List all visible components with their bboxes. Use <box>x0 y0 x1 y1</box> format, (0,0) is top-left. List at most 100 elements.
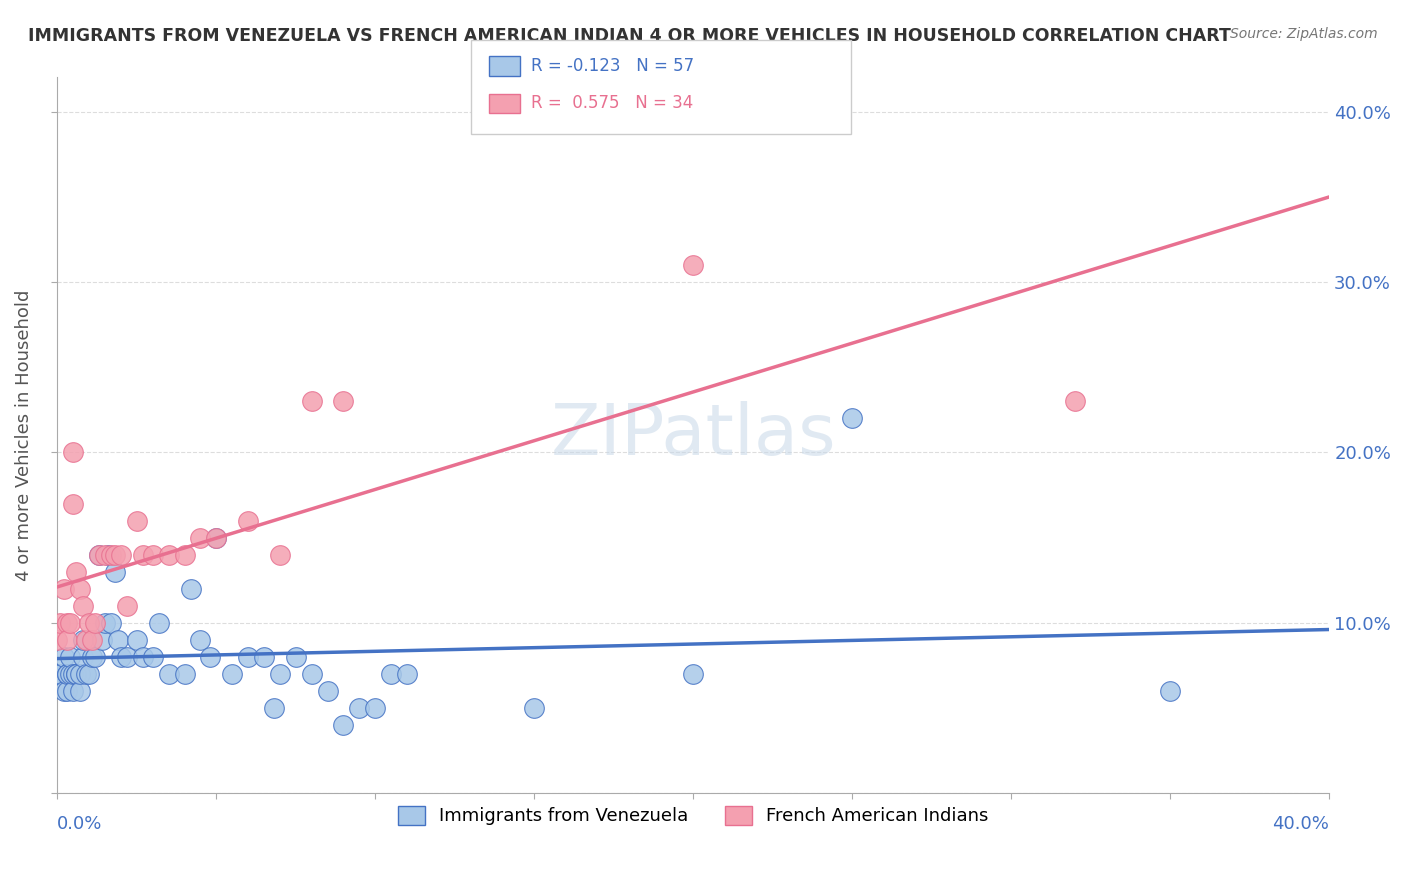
Point <box>269 548 291 562</box>
Point <box>72 650 94 665</box>
Point <box>332 718 354 732</box>
Point <box>100 615 122 630</box>
Point <box>59 667 82 681</box>
Point <box>77 615 100 630</box>
Point <box>364 701 387 715</box>
Point <box>301 667 323 681</box>
Point <box>190 632 212 647</box>
Point <box>52 650 75 665</box>
Point <box>82 650 104 665</box>
Point <box>269 667 291 681</box>
Point <box>69 582 91 596</box>
Point <box>100 548 122 562</box>
Point <box>56 667 79 681</box>
Point <box>132 650 155 665</box>
Point <box>94 615 117 630</box>
Point <box>72 599 94 613</box>
Point <box>56 632 79 647</box>
Point <box>205 531 228 545</box>
Point <box>157 548 180 562</box>
Point <box>56 615 79 630</box>
Point <box>69 667 91 681</box>
Point <box>59 615 82 630</box>
Y-axis label: 4 or more Vehicles in Household: 4 or more Vehicles in Household <box>15 290 32 581</box>
Point <box>523 701 546 715</box>
Point <box>221 667 243 681</box>
Text: 0.0%: 0.0% <box>58 814 103 833</box>
Point <box>94 548 117 562</box>
Point <box>148 615 170 630</box>
Point <box>682 258 704 272</box>
Point <box>236 650 259 665</box>
Point <box>75 632 97 647</box>
Point <box>198 650 221 665</box>
Point <box>56 667 79 681</box>
Point <box>349 701 371 715</box>
Point <box>841 411 863 425</box>
Point <box>301 394 323 409</box>
Point <box>87 548 110 562</box>
Point <box>69 684 91 698</box>
Point <box>1063 394 1085 409</box>
Point <box>65 565 87 579</box>
Point <box>84 650 107 665</box>
Point <box>332 394 354 409</box>
Text: IMMIGRANTS FROM VENEZUELA VS FRENCH AMERICAN INDIAN 4 OR MORE VEHICLES IN HOUSEH: IMMIGRANTS FROM VENEZUELA VS FRENCH AMER… <box>28 27 1232 45</box>
Point <box>90 632 112 647</box>
Point <box>72 632 94 647</box>
Text: ZIPatlas: ZIPatlas <box>551 401 837 470</box>
Point <box>46 667 69 681</box>
Point <box>1159 684 1181 698</box>
Point <box>49 615 72 630</box>
Point <box>62 445 84 459</box>
Point <box>56 684 79 698</box>
Point <box>62 497 84 511</box>
Point <box>75 667 97 681</box>
Text: 40.0%: 40.0% <box>1272 814 1329 833</box>
Point <box>125 514 148 528</box>
Point <box>142 548 165 562</box>
Point <box>110 650 132 665</box>
Point <box>46 632 69 647</box>
Point <box>205 531 228 545</box>
Point <box>236 514 259 528</box>
Point <box>180 582 202 596</box>
Point <box>284 650 307 665</box>
Point <box>77 667 100 681</box>
Point <box>59 650 82 665</box>
Point <box>173 548 195 562</box>
Point <box>190 531 212 545</box>
Legend: Immigrants from Venezuela, French American Indians: Immigrants from Venezuela, French Americ… <box>389 797 998 834</box>
Point <box>682 667 704 681</box>
Point <box>142 650 165 665</box>
Point <box>82 632 104 647</box>
Text: Source: ZipAtlas.com: Source: ZipAtlas.com <box>1230 27 1378 41</box>
Point <box>380 667 402 681</box>
Point <box>103 565 125 579</box>
Point <box>87 548 110 562</box>
Text: R = -0.123   N = 57: R = -0.123 N = 57 <box>531 57 695 75</box>
Point <box>125 632 148 647</box>
Text: R =  0.575   N = 34: R = 0.575 N = 34 <box>531 95 693 112</box>
Point <box>316 684 339 698</box>
Point <box>396 667 419 681</box>
Point <box>84 615 107 630</box>
Point <box>103 548 125 562</box>
Point <box>110 548 132 562</box>
Point <box>49 667 72 681</box>
Point <box>107 632 129 647</box>
Point <box>52 582 75 596</box>
Point <box>62 684 84 698</box>
Point <box>65 667 87 681</box>
Point <box>62 667 84 681</box>
Point <box>65 667 87 681</box>
Point <box>117 650 139 665</box>
Point <box>253 650 276 665</box>
Point <box>132 548 155 562</box>
Point <box>52 684 75 698</box>
Point <box>263 701 285 715</box>
Point <box>97 548 120 562</box>
Point <box>157 667 180 681</box>
Point <box>117 599 139 613</box>
Point <box>173 667 195 681</box>
